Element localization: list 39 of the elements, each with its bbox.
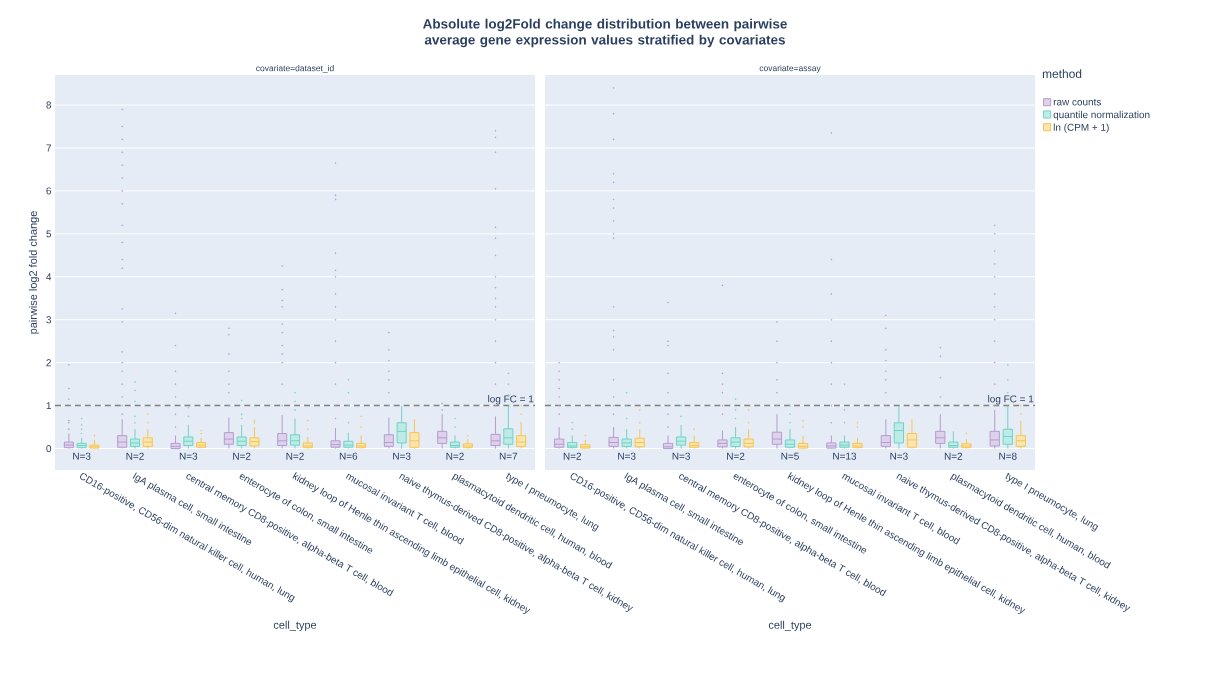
chart-subtitle: covariate=dataset_id [256,64,334,73]
x-axis-title: cell_type [273,620,317,631]
annotation: N=3 [73,452,91,460]
x-axis-title: cell_type [768,620,812,631]
annotation: N=3 [393,452,411,460]
annotation: N=3 [179,452,198,460]
y-tick-label: 8 [46,101,52,109]
annotation: N=2 [727,452,745,460]
annotation: N=7 [499,452,518,460]
y-tick-label: 7 [46,144,51,152]
ref-line-label: log FC = 1 [488,395,534,405]
annotation: N=3 [618,452,636,460]
legend-label: raw counts [1053,98,1101,106]
annotation: N=2 [563,452,582,460]
annotation: N=2 [233,452,251,460]
chart-subtitle: covariate=assay [759,64,821,73]
y-axis-title: pairwise log2 fold change [28,211,40,334]
legend-label: quantile normalization [1053,110,1150,121]
y-tick-label: 0 [46,445,52,453]
y-tick-label: 1 [46,402,51,410]
legend-label: ln (CPM + 1) [1053,123,1109,133]
annotation: N=2 [126,452,144,460]
annotation: N=13 [833,452,857,460]
annotation: N=8 [999,452,1017,460]
y-tick-label: 4 [46,273,52,281]
annotation: N=3 [672,452,690,460]
annotation: N=6 [339,452,358,460]
y-tick-label: 3 [46,316,52,324]
y-tick-label: 5 [46,230,52,238]
annotation: N=5 [781,452,799,460]
annotation: N=2 [944,452,963,460]
legend-title: method [1042,69,1082,79]
y-tick-label: 6 [46,187,52,195]
annotation: N=3 [890,452,908,460]
annotation: N=2 [286,452,304,460]
text: Absolute log2Fold change distribution between pairwise average gene expression values stratified by covariates [423,18,787,48]
ref-line-label: log FC = 1 [988,395,1034,405]
annotation: N=2 [446,452,464,460]
y-tick-label: 2 [46,359,51,367]
